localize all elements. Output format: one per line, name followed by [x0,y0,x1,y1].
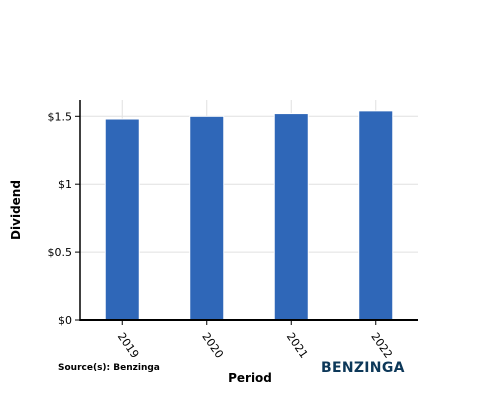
y-tick-label: $0 [58,314,72,327]
x-tick-label: 2019 [115,330,142,360]
y-tick-label: $0.5 [48,246,73,259]
x-axis-title: Period [228,371,272,385]
bar-2019 [104,118,140,321]
x-tick-label: 2022 [368,330,395,360]
bar-2020 [189,115,225,321]
y-tick-label: $1.5 [48,110,73,123]
y-axis-title: Dividend [9,180,23,240]
x-tick-label: 2020 [199,330,226,360]
axes [75,100,418,325]
bars [104,110,394,321]
benzinga-logo: BENZINGA [321,360,405,376]
source-note: Source(s): Benzinga [58,363,160,373]
bar-2021 [273,113,309,321]
x-tick-label: 2021 [284,330,311,360]
y-tick-label: $1 [58,178,72,191]
bar-2022 [358,110,394,321]
